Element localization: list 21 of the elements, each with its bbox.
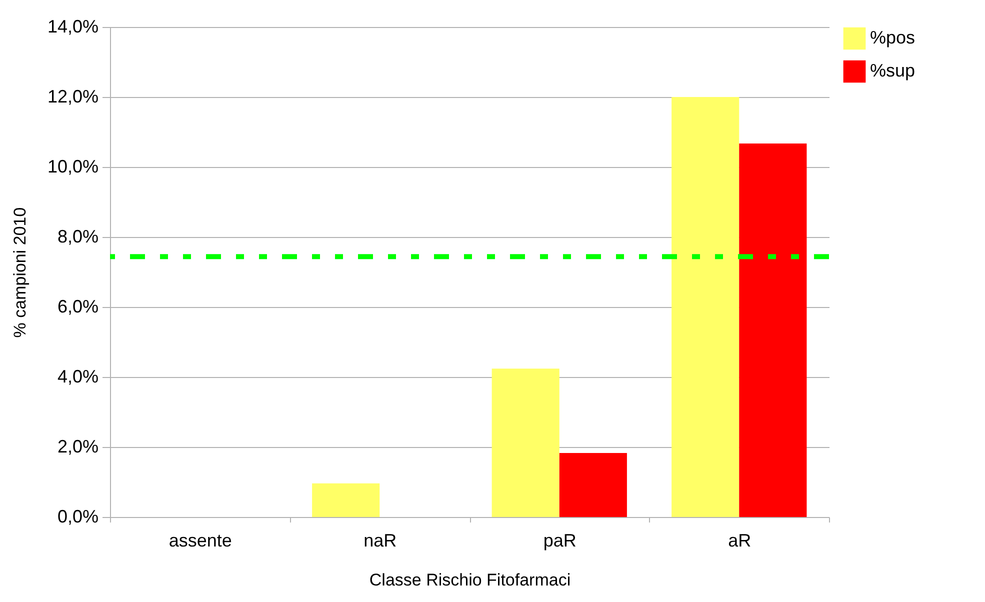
bar (312, 483, 380, 517)
x-tick-label: naR (364, 530, 397, 550)
y-tick-label: 6,0% (57, 296, 98, 316)
x-tick-label: assente (168, 530, 232, 550)
bar (672, 97, 740, 517)
legend-label: %pos (870, 28, 916, 48)
bar (739, 144, 807, 517)
x-tick-label: aR (728, 530, 752, 550)
x-axis-title: Classe Rischio Fitofarmaci (369, 570, 571, 590)
bar (492, 368, 560, 517)
y-tick-label: 0,0% (57, 506, 98, 526)
y-tick-label: 14,0% (47, 16, 98, 36)
x-tick-label: paR (543, 530, 576, 550)
bar (559, 452, 627, 517)
y-tick-label: 4,0% (57, 366, 98, 386)
legend-label: %sup (870, 60, 916, 80)
y-tick-label: 8,0% (57, 226, 98, 246)
y-axis-title: % campioni 2010 (10, 207, 30, 338)
y-tick-label: 10,0% (47, 156, 98, 176)
y-tick-label: 12,0% (47, 86, 98, 106)
y-tick-label: 2,0% (57, 436, 98, 456)
